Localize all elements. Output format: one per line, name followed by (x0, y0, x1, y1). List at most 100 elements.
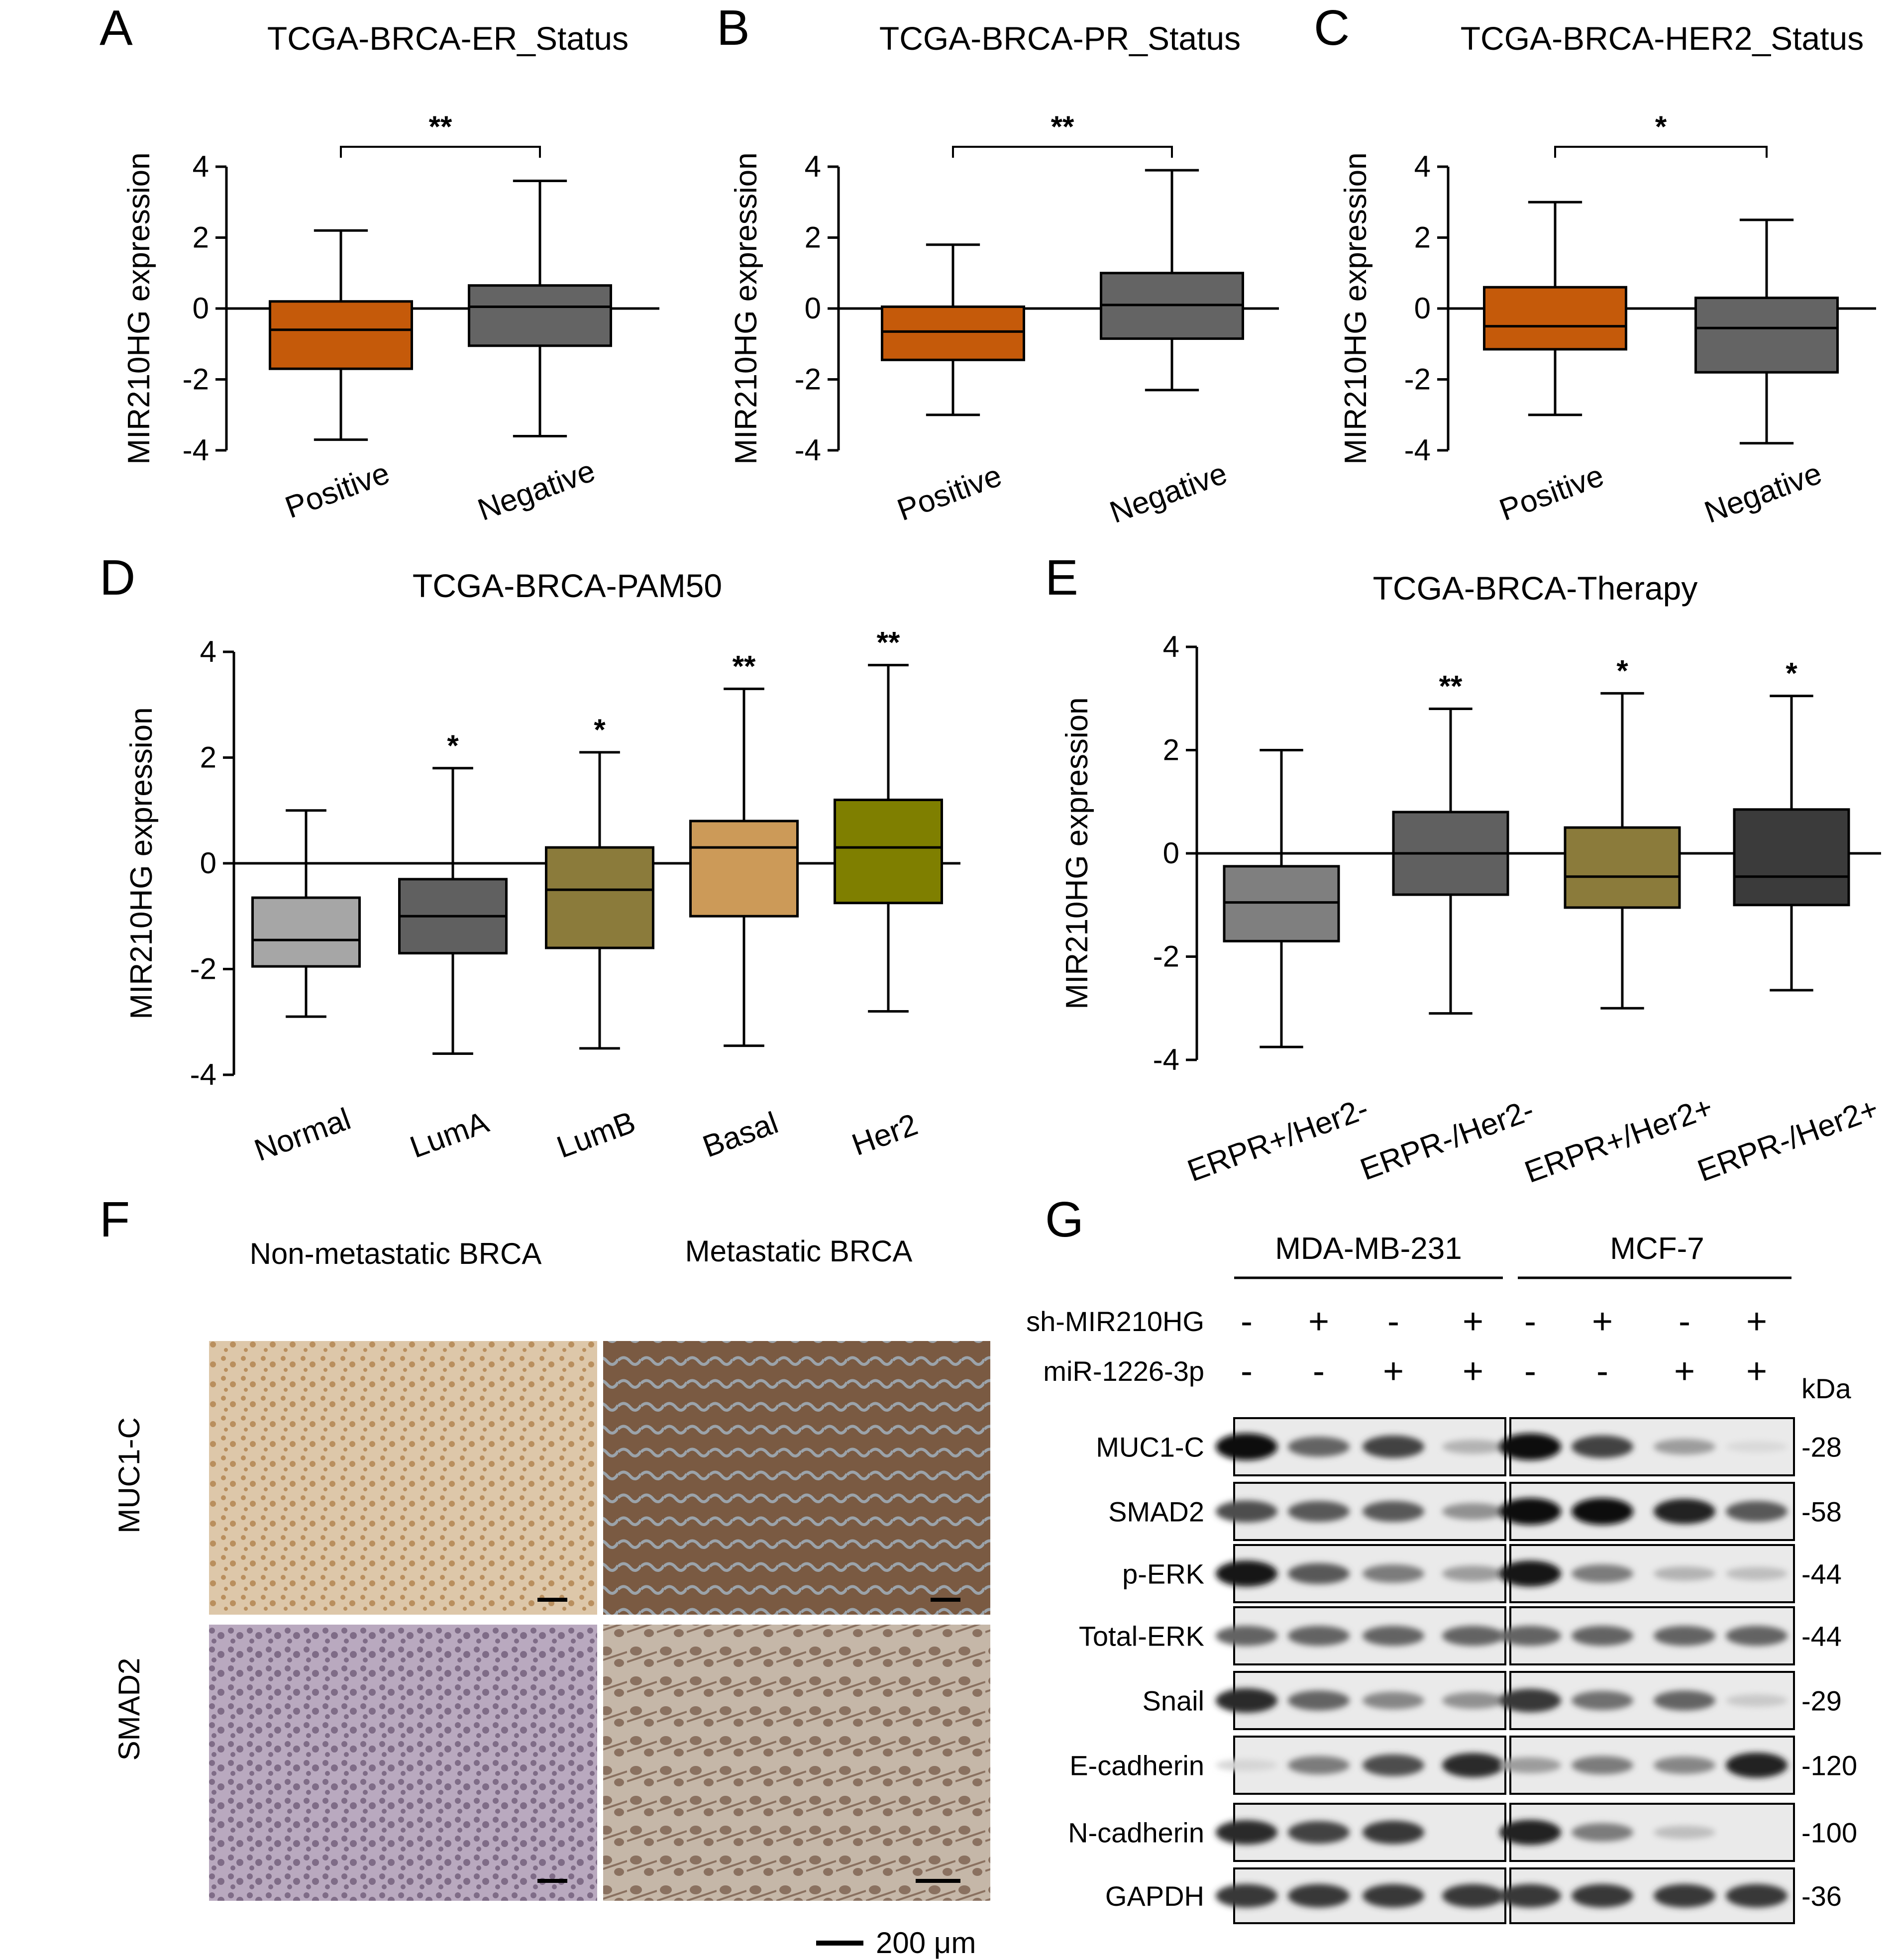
condition-label: sh-MIR210HG (1026, 1306, 1204, 1337)
blot-band (1288, 1626, 1350, 1646)
ihc-tile-muc1c-nonmetastatic (209, 1341, 597, 1615)
y-tick-label: 4 (1414, 150, 1431, 183)
category-label: ERPR+/Her2+ (1520, 1090, 1717, 1190)
blot-band (1363, 1435, 1424, 1458)
y-axis-label: MIR210HG expression (729, 152, 763, 464)
comparison-bracket (952, 146, 1173, 158)
blot-band (1726, 1567, 1788, 1580)
chart-title: TCGA-BRCA-PR_Status (879, 20, 1241, 57)
blot-label-e-cadherin: E-cadherin (1069, 1750, 1204, 1781)
chart-pr-status: TCGA-BRCA-PR_Status MIR210HG expression 4 2… (729, 20, 1279, 530)
blot-band (1572, 1823, 1633, 1842)
box-positive (881, 305, 1025, 361)
blot-band (1363, 1754, 1424, 1776)
chart-title: TCGA-BRCA-Therapy (1373, 570, 1698, 607)
category-label: Negative (473, 453, 600, 527)
blot-band (1572, 1564, 1633, 1583)
y-tick-label: 2 (193, 221, 209, 254)
y-tick-label: 2 (1414, 221, 1431, 254)
blot-band (1442, 1503, 1504, 1520)
blot-band (1288, 1501, 1350, 1522)
ihc-scalebar-label: 200 μm (876, 1926, 976, 1960)
box-basal (689, 820, 799, 918)
box-erpr-her2- (1733, 808, 1850, 907)
ihc-row-label-muc1c: MUC1-C (112, 1417, 146, 1533)
condition-sign: + (1674, 1351, 1695, 1391)
ihc-tile-smad2-nonmetastatic (209, 1625, 597, 1901)
blot-band (1572, 1626, 1633, 1646)
blot-band (1726, 1694, 1788, 1707)
condition-sign: + (1308, 1302, 1329, 1341)
ihc-col-header-metastatic: Metastatic BRCA (685, 1235, 913, 1268)
blot-band (1654, 1626, 1715, 1646)
blot-band (1288, 1756, 1350, 1774)
blot-band (1499, 1884, 1561, 1908)
blot-band (1216, 1759, 1277, 1771)
panel-c-label: C (1314, 0, 1350, 56)
category-label: Positive (893, 458, 1006, 527)
blot-band (1216, 1433, 1277, 1460)
blot-kda: -44 (1801, 1558, 1842, 1590)
y-tick-label: -4 (1404, 433, 1431, 467)
y-axis-label: MIR210HG expression (1060, 697, 1094, 1009)
y-axis-label: MIR210HG expression (124, 707, 159, 1019)
blot-band (1442, 1692, 1504, 1709)
blot-band (1363, 1564, 1424, 1583)
blot-kda: -29 (1801, 1685, 1842, 1717)
blot-band (1216, 1820, 1277, 1845)
category-label: LumA (406, 1105, 493, 1164)
panel-b-label: B (717, 0, 750, 56)
blot-band (1654, 1499, 1715, 1524)
blot-band (1216, 1500, 1277, 1523)
y-tick-label: -4 (1153, 1043, 1179, 1076)
significance-marker: * (447, 729, 459, 762)
chart-er-status: TCGA-BRCA-ER_Status MIR210HG expression 4 2… (122, 20, 659, 527)
blot-band (1442, 1440, 1504, 1454)
blot-band (1654, 1566, 1715, 1581)
blot-band (1499, 1757, 1561, 1773)
y-tick-label: 2 (805, 221, 821, 254)
condition-sign: - (1241, 1302, 1253, 1341)
significance-marker: * (1786, 657, 1797, 690)
kda-header: kDa (1801, 1373, 1851, 1404)
condition-sign: + (1746, 1302, 1767, 1341)
blot-band (1654, 1690, 1715, 1711)
blot-band (1572, 1498, 1633, 1525)
ihc-tile-muc1c-metastatic (603, 1341, 990, 1615)
category-label: LumB (552, 1105, 640, 1165)
blot-band (1654, 1439, 1715, 1455)
blot-band (1499, 1626, 1561, 1646)
blot-band (1288, 1821, 1350, 1844)
chart-title: TCGA-BRCA-ER_Status (267, 20, 629, 57)
western-blot-panel: MDA-MB-231 MCF-7 sh-MIR210HG - + - + - + - + miR-12… (1026, 1232, 1857, 1924)
blot-kda: -44 (1801, 1621, 1842, 1652)
condition-sign: + (1463, 1302, 1483, 1341)
category-label: Her2 (847, 1107, 922, 1162)
y-tick-label: 0 (193, 292, 209, 325)
blot-band (1442, 1626, 1504, 1646)
condition-sign: - (1241, 1351, 1253, 1391)
significance-marker: * (594, 713, 606, 746)
significance-marker: ** (1439, 670, 1463, 703)
condition-label: miR-1226-3p (1043, 1355, 1204, 1387)
blot-label-smad2: SMAD2 (1108, 1496, 1204, 1528)
condition-sign: + (1746, 1351, 1767, 1391)
box-erpr-her2- (1564, 826, 1681, 909)
blot-label-n-cadherin: N-cadherin (1068, 1817, 1204, 1849)
y-tick-label: -2 (795, 363, 821, 396)
category-label: Positive (281, 456, 394, 525)
condition-sign: - (1596, 1351, 1608, 1391)
condition-sign: - (1524, 1351, 1536, 1391)
y-tick-label: -4 (190, 1058, 216, 1091)
chart-title: TCGA-BRCA-HER2_Status (1461, 20, 1864, 57)
chart-pam50: TCGA-BRCA-PAM50 MIR210HG expression 4 2 0 -2 -… (124, 567, 960, 1168)
condition-sign: - (1679, 1302, 1690, 1341)
blot-band (1363, 1501, 1424, 1522)
comparison-significance: ** (429, 110, 452, 143)
category-label: ERPR-/Her2- (1356, 1093, 1539, 1187)
y-tick-label: 0 (1414, 292, 1431, 325)
comparison-significance: ** (1051, 110, 1074, 143)
blot-band (1726, 1884, 1788, 1908)
y-tick-label: 4 (805, 150, 821, 183)
box-her2 (834, 799, 943, 905)
